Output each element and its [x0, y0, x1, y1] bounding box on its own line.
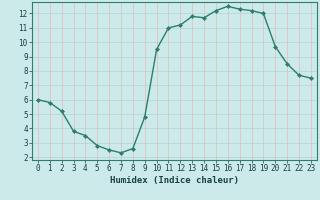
- X-axis label: Humidex (Indice chaleur): Humidex (Indice chaleur): [110, 176, 239, 185]
